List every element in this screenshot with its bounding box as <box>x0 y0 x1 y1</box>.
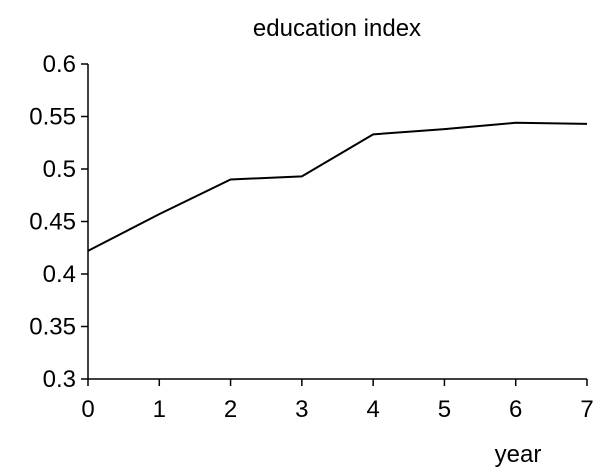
x-tick-label: 6 <box>509 396 522 423</box>
x-tick-label: 4 <box>366 396 379 423</box>
y-tick-label: 0.35 <box>29 314 76 341</box>
y-axis: 0.3 0.35 0.4 0.45 0.5 0.55 0.6 <box>29 51 88 393</box>
series-line <box>88 123 587 251</box>
x-tick-label: 2 <box>224 396 237 423</box>
x-tick-label: 7 <box>580 396 593 423</box>
y-tick-label: 0.6 <box>43 51 76 78</box>
y-tick-label: 0.55 <box>29 104 76 131</box>
x-tick-label: 5 <box>438 396 451 423</box>
series-layer <box>88 123 587 251</box>
x-axis-label: year <box>495 441 542 468</box>
chart-title: education index <box>253 15 421 42</box>
y-tick-label: 0.45 <box>29 209 76 236</box>
x-tick-label: 0 <box>81 396 94 423</box>
y-tick-label: 0.4 <box>43 261 76 288</box>
y-tick-label: 0.5 <box>43 156 76 183</box>
y-tick-label: 0.3 <box>43 366 76 393</box>
x-tick-label: 1 <box>153 396 166 423</box>
x-axis: 0 1 2 3 4 5 6 7 <box>81 379 593 423</box>
x-tick-label: 3 <box>295 396 308 423</box>
